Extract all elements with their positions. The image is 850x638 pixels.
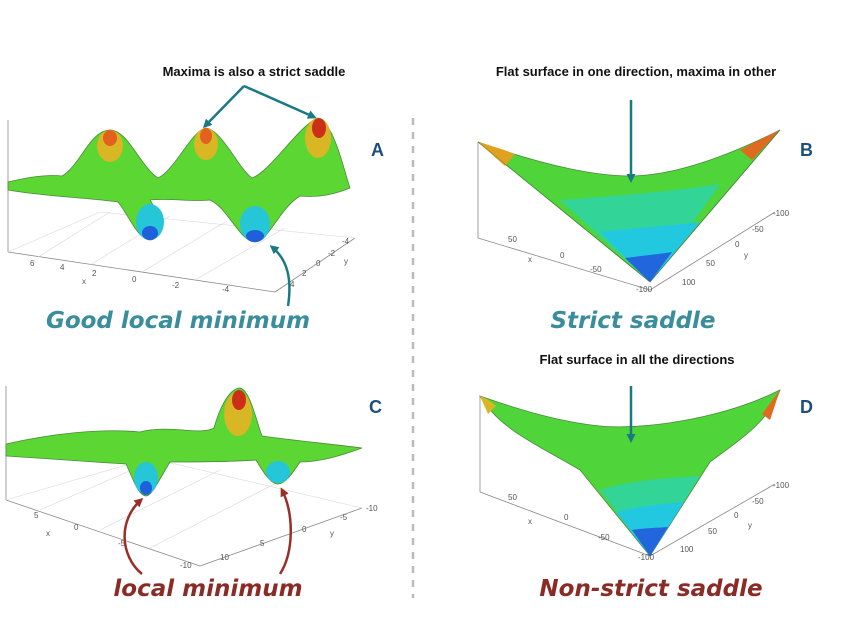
panel-c-y-tick: -5	[340, 513, 348, 522]
panel-b-y-tick: y	[744, 251, 748, 260]
panel-d-x-tick: -100	[638, 553, 655, 562]
panel-c-arrow-right	[278, 487, 292, 575]
panel-a-y-tick: -2	[328, 249, 336, 258]
panel-b-y-tick: 0	[735, 240, 740, 249]
panel-a: 6 4 2 x 0 -2 -4 -4 -2 0 2 4 y Maxima is …	[7, 64, 384, 334]
panel-a-y-tick: -4	[342, 237, 350, 246]
panel-b-surface	[477, 129, 781, 283]
panel-b-x-tick: -50	[590, 265, 602, 274]
panel-c-arrow-left	[123, 498, 144, 575]
panel-a-arrow-minimum	[269, 245, 291, 307]
panel-c-letter: C	[369, 397, 382, 417]
panel-c-y-tick: 10	[220, 553, 229, 562]
panel-b-y-tick: -100	[773, 209, 790, 218]
panel-d-y-tick: -100	[773, 481, 790, 490]
panel-a-note: Maxima is also a strict saddle	[163, 64, 346, 79]
panel-b-ticks: 50 x 0 -50 -100 -100 -50 0 50 100 y	[508, 209, 790, 294]
panel-a-x-tick: 0	[132, 275, 137, 284]
panel-a-x-tick: 6	[30, 259, 35, 268]
panel-d-x-tick: 50	[508, 493, 517, 502]
panel-a-x-tick: x	[82, 277, 86, 286]
panel-d-axes	[479, 396, 776, 557]
panel-c-x-tick: 0	[74, 523, 79, 532]
panel-c-surface	[5, 387, 363, 497]
panel-c-valley-1	[134, 462, 158, 494]
panel-a-x-tick: -2	[172, 281, 180, 290]
panel-a-x-tick: 4	[60, 263, 65, 272]
panel-a-caption: Good local minimum	[46, 308, 310, 334]
panel-a-arrow-left	[202, 85, 245, 129]
panel-d-caption: Non-strict saddle	[539, 576, 762, 602]
panel-a-y-tick: 4	[290, 280, 295, 289]
panel-b-note: Flat surface in one direction, maxima in…	[496, 64, 776, 79]
panel-b-y-tick: 50	[706, 259, 715, 268]
panel-a-y-tick: 2	[302, 269, 307, 278]
panel-c-x-tick: -5	[118, 539, 126, 548]
panel-c-caption: local minimum	[113, 576, 302, 602]
panel-d-letter: D	[800, 397, 813, 417]
panel-d-x-tick: x	[528, 517, 532, 526]
panel-d-y-tick: 0	[734, 511, 739, 520]
panel-b-x-tick: 50	[508, 235, 517, 244]
panel-c-x-tick: 5	[34, 511, 39, 520]
panel-b-x-tick: 0	[560, 251, 565, 260]
panel-b-corner-right	[740, 130, 780, 160]
panel-b-y-tick: 100	[682, 278, 696, 287]
panel-b-corner-left	[478, 142, 515, 166]
panel-a-x-tick: 2	[92, 269, 97, 278]
panel-b: 50 x 0 -50 -100 -100 -50 0 50 100 y Flat…	[477, 64, 813, 334]
panel-c-valley-2	[266, 461, 290, 483]
panel-d-y-tick: y	[748, 521, 752, 530]
panel-a-y-tick: 0	[316, 259, 321, 268]
panel-a-surface	[7, 117, 351, 243]
panel-c-y-tick: 0	[302, 525, 307, 534]
panel-c-axes	[5, 386, 363, 567]
panel-d-y-tick: 50	[708, 527, 717, 536]
panel-d-x-tick: -50	[598, 533, 610, 542]
panel-a-arrow-right	[243, 84, 317, 119]
panel-b-x-tick: x	[528, 255, 532, 264]
panel-d-note: Flat surface in all the directions	[539, 352, 734, 367]
panel-c-y-tick: y	[330, 529, 334, 538]
panel-a-ticks: 6 4 2 x 0 -2 -4 -4 -2 0 2 4 y	[30, 237, 350, 294]
panel-b-axes	[477, 142, 776, 291]
panel-c-x-tick: -10	[180, 561, 192, 570]
panel-c-x-tick: x	[46, 529, 50, 538]
panel-d-corner-right	[762, 390, 780, 420]
panel-c: 5 x 0 -5 -10 -10 -5 0 5 10 y C local min…	[5, 386, 382, 602]
panel-b-y-tick: -50	[752, 225, 764, 234]
panel-d-ticks: 50 x 0 -50 -100 -100 -50 0 50 100 y	[508, 481, 790, 562]
panel-d-corner-left	[480, 396, 496, 414]
panel-a-letter: A	[371, 140, 384, 160]
panel-d-y-tick: -50	[752, 497, 764, 506]
panel-c-ticks: 5 x 0 -5 -10 -10 -5 0 5 10 y	[34, 504, 378, 570]
panel-c-y-tick: 5	[260, 539, 265, 548]
panel-d-x-tick: 0	[564, 513, 569, 522]
panel-a-x-tick: -4	[222, 285, 230, 294]
panel-a-y-tick: y	[344, 257, 348, 266]
panel-d-surface	[479, 389, 781, 557]
panel-b-caption: Strict saddle	[550, 308, 715, 334]
panel-d-y-tick: 100	[680, 545, 694, 554]
panel-b-letter: B	[800, 140, 813, 160]
panel-c-y-tick: -10	[366, 504, 378, 513]
panel-d: 50 x 0 -50 -100 -100 -50 0 50 100 y Flat…	[479, 352, 813, 602]
panel-b-x-tick: -100	[636, 285, 653, 294]
